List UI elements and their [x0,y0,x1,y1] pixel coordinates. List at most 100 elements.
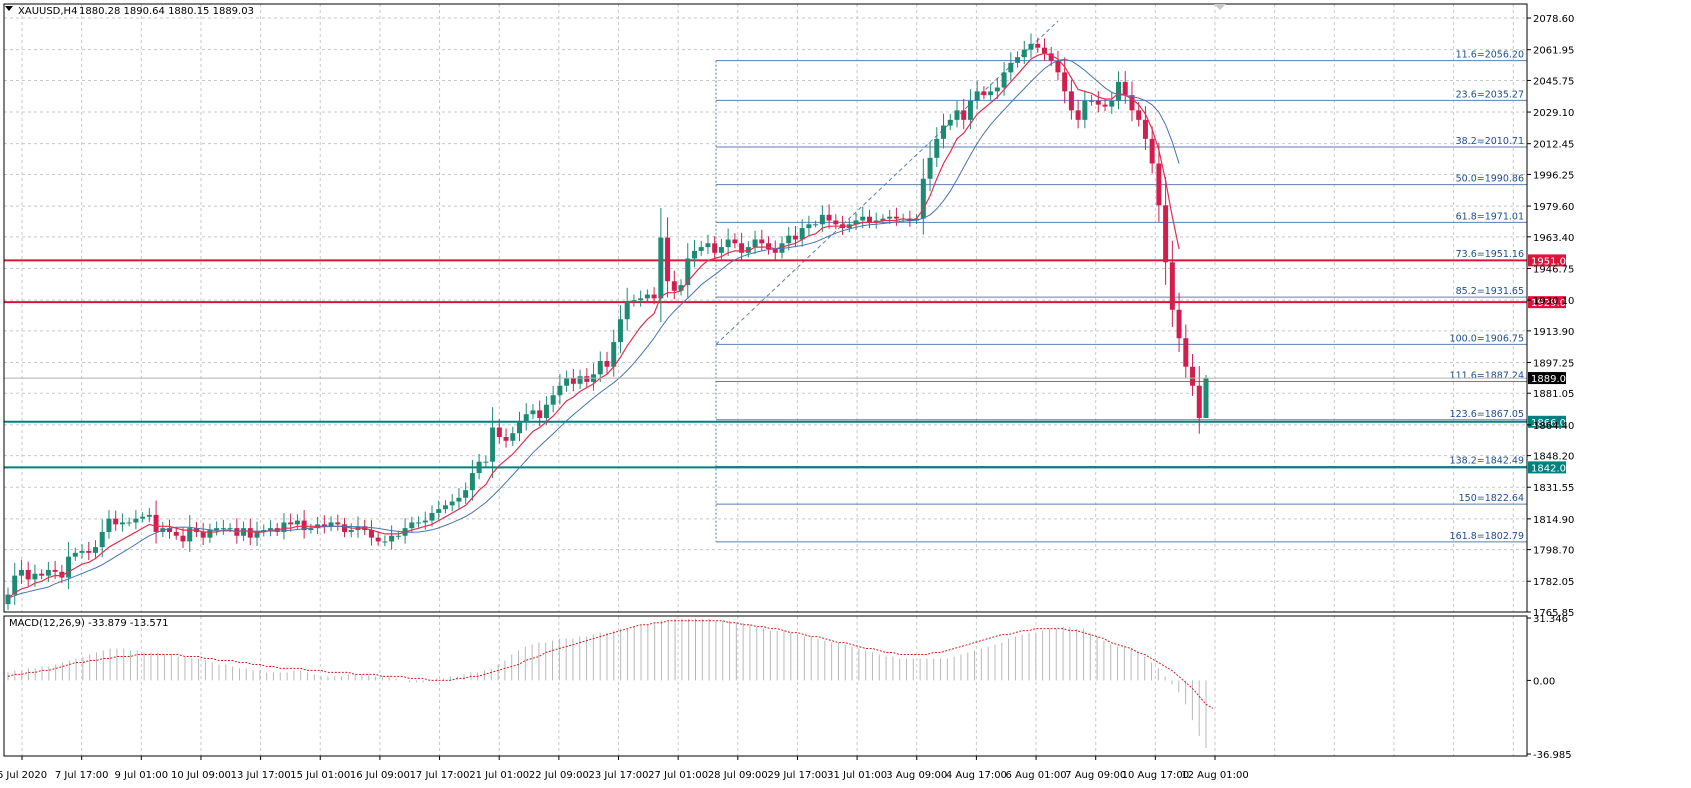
macd-tick-label: -36.985 [1533,750,1572,761]
horizontal-levels: 1951.00 1929.00 1866.00 1842.00 [4,254,1572,474]
candle-body [806,224,812,229]
candle-body [1041,47,1047,54]
candle-body [220,528,226,530]
candle-body [241,528,247,536]
grid [4,4,1527,756]
candle-body [254,531,260,538]
candle-body [449,501,455,506]
x-tick-label: 29 Jul 17:00 [767,770,827,781]
collapse-arrow-icon[interactable] [5,6,13,11]
candle-body [153,514,159,532]
y-tick-label: 2061.95 [1533,46,1574,57]
candle-body [927,157,933,179]
macd-indicator [7,618,1214,749]
candle-body [207,530,213,538]
candle-body [994,87,1000,92]
candle-body [671,281,677,291]
candle-body [1176,309,1182,339]
candle-body [685,258,691,286]
candle-body [967,100,973,120]
x-tick-label: 7 Aug 09:00 [1065,770,1126,781]
y-tick-label: 1963.40 [1533,233,1574,244]
fib-level-label: 150=1822.64 [1459,493,1524,504]
candle-body [638,298,644,301]
current-price-tag [1528,372,1566,385]
candle-body [180,535,186,542]
x-tick-label: 6 Jul 2020 [0,770,47,781]
candle-body [745,247,751,253]
candle-body [281,522,287,532]
candle-body [66,556,72,578]
x-tick-label: 10 Jul 09:00 [171,770,231,781]
candle-body [530,410,536,415]
main-pane-frame [3,3,1528,613]
candle-body [557,385,563,396]
y-tick-label: 2029.10 [1533,108,1574,119]
candle-body [947,119,953,126]
x-tick-label: 3 Aug 09:00 [886,770,947,781]
shift-marker-icon[interactable] [1214,4,1226,10]
x-tick-label: 31 Jul 01:00 [827,770,887,781]
candle-body [597,361,603,375]
fib-level-label: 161.8=1802.79 [1450,531,1524,542]
candle-body [584,376,590,382]
candle-body [133,518,139,523]
current-price-label: 1889.03 [1531,374,1572,385]
y-tick-label: 1831.55 [1533,483,1574,494]
candle-body [705,243,711,248]
candle-body [140,516,146,519]
candle-body [873,220,879,223]
candle-body [422,520,428,523]
candle-body [570,378,576,384]
candle-body [1062,72,1068,92]
candle-body [368,530,374,538]
candle-body [119,522,125,525]
candle-body [712,243,718,253]
macd-tick-label: 31.346 [1533,614,1568,625]
candle-body [442,505,448,510]
candle-body [200,531,206,538]
x-tick-label: 27 Jul 01:00 [648,770,708,781]
candle-body [294,520,300,525]
candle-body [72,552,78,557]
candle-body [1035,43,1041,48]
candle-body [1068,91,1074,111]
candle-body [739,243,745,253]
candle-body [577,376,583,384]
candle-body [25,569,31,580]
y-tick-label: 1996.25 [1533,170,1574,181]
level-price-tag [1528,461,1566,474]
y-tick-label: 1946.75 [1533,264,1574,275]
candle-body [436,509,442,513]
candle-body [772,248,778,253]
x-tick-label: 10 Aug 17:00 [1122,770,1189,781]
fib-level-label: 11.6=2056.20 [1456,50,1524,61]
x-tick-label: 13 Jul 17:00 [231,770,291,781]
y-tick-label: 1913.90 [1533,327,1574,338]
candle-body [678,285,684,291]
candle-body [483,461,489,463]
candle-body [321,524,327,527]
candle-body [1001,72,1007,88]
x-tick-label: 15 Jul 01:00 [290,770,350,781]
candle-body [267,528,273,531]
candle-body [786,235,792,244]
candle-body [537,410,543,419]
candle-body [1163,205,1169,263]
candle-body [893,216,899,219]
candle-body [227,528,233,530]
candle-body [456,497,462,502]
candle-body [887,216,893,219]
macd-label: MACD(12,26,9) -33.879 -13.571 [9,618,169,629]
candle-body [799,228,805,240]
candle-body [395,535,401,537]
macd-signal-line [7,620,1214,709]
y-tick-label: 2078.60 [1533,14,1574,25]
level-price-tag [1528,415,1566,428]
x-tick-label: 7 Jul 17:00 [55,770,109,781]
candle-body [792,235,798,240]
candle-body [1028,43,1034,50]
candle-body [698,247,704,251]
level-price-tag [1528,254,1566,267]
